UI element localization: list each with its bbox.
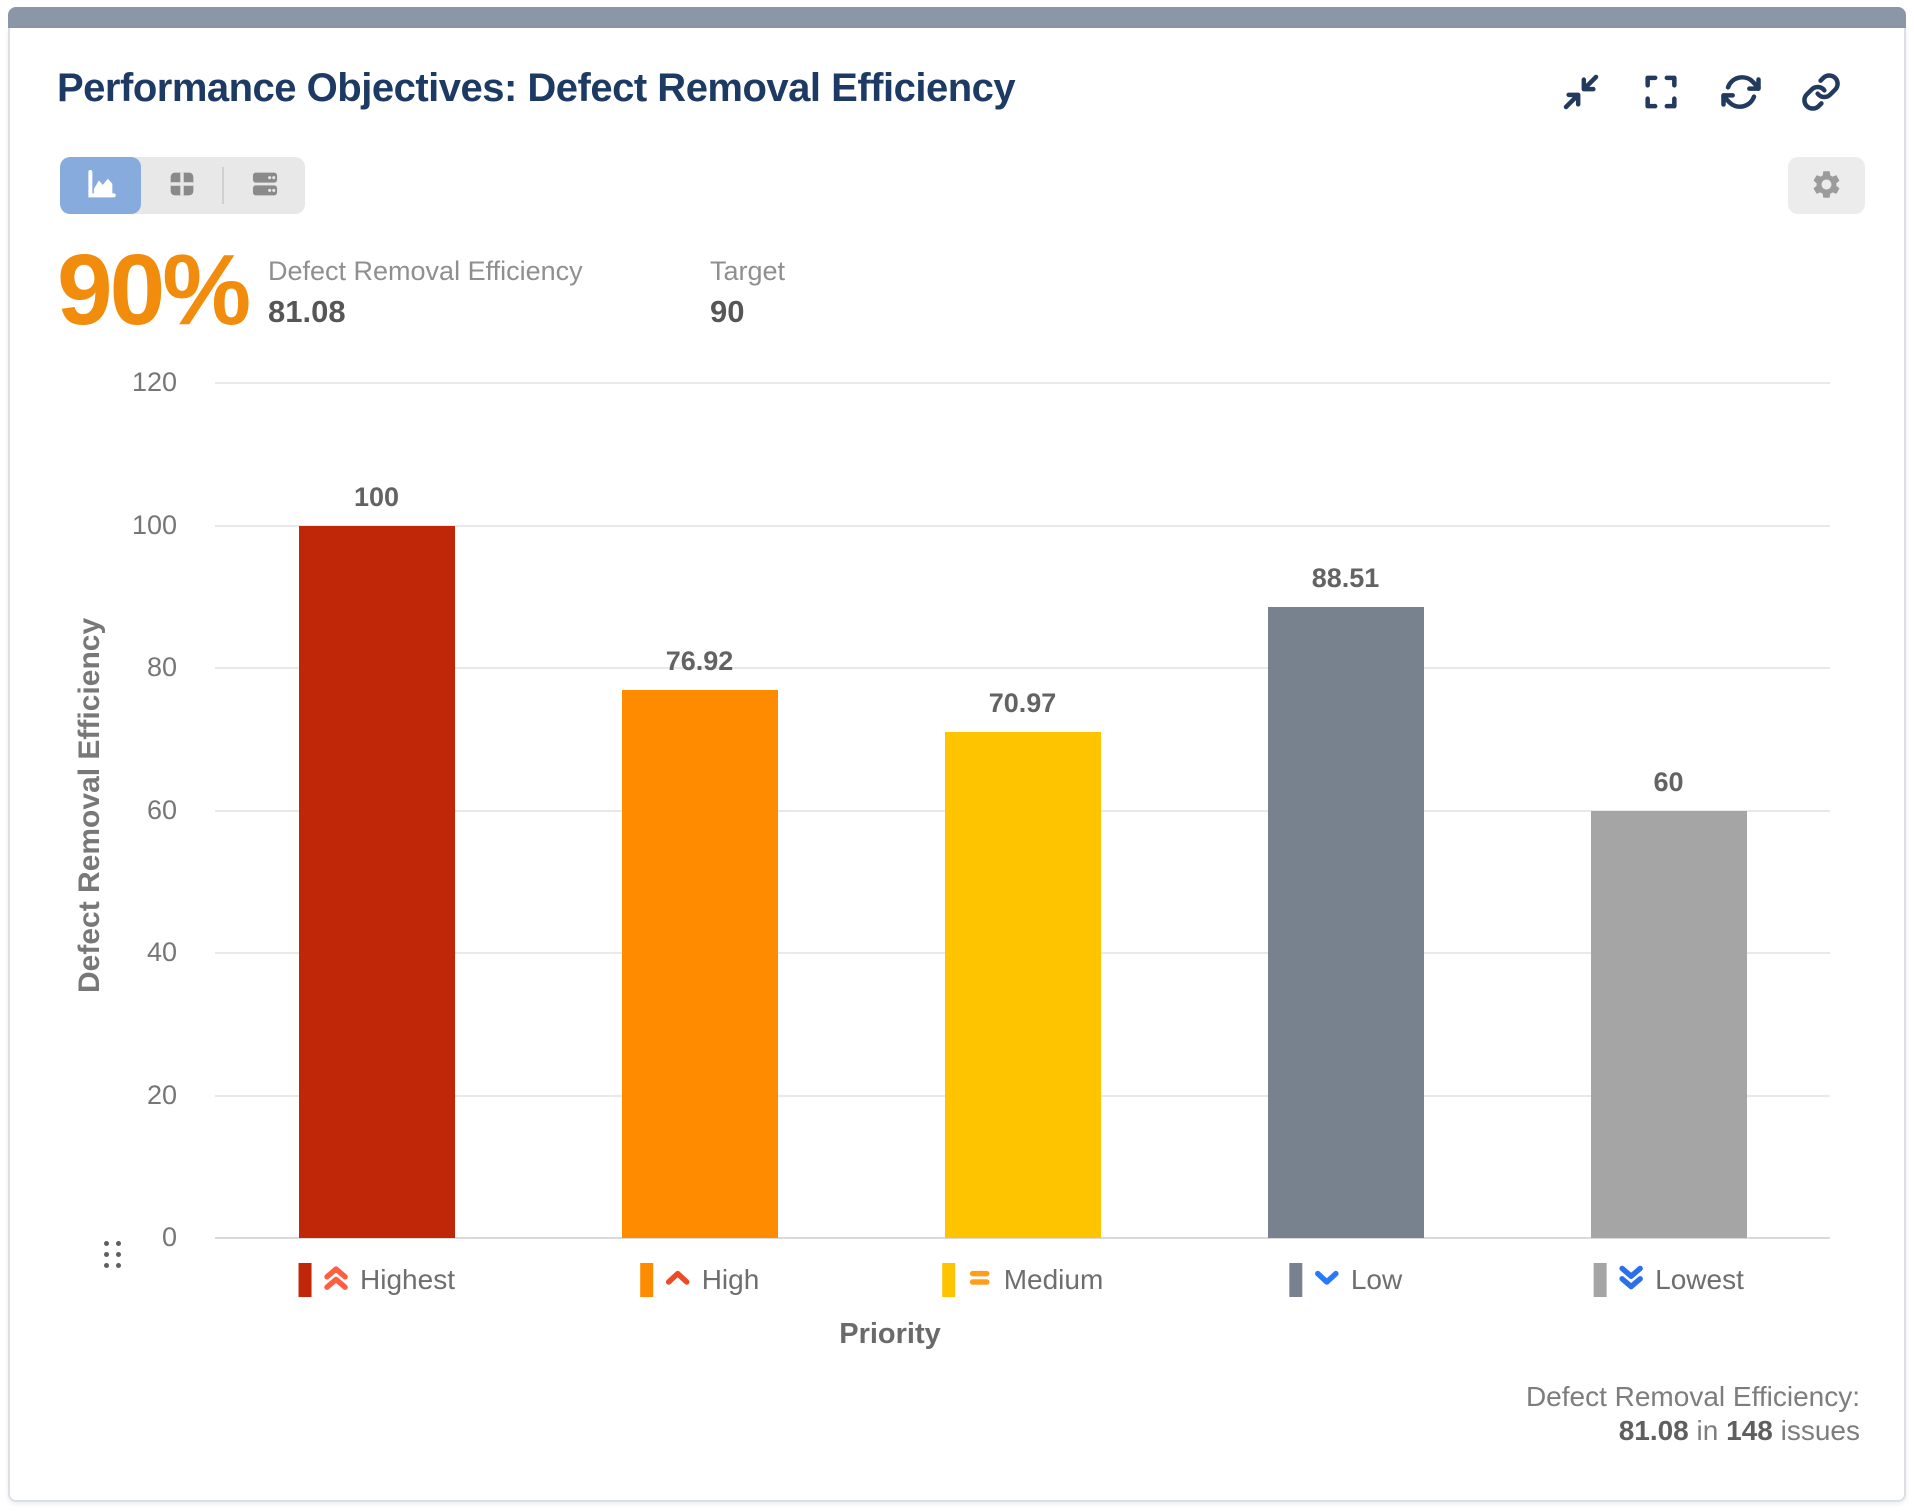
table-view-button[interactable] <box>141 157 222 214</box>
bar-low[interactable] <box>1267 607 1424 1238</box>
list-view-button[interactable] <box>224 157 305 214</box>
x-category-low: Low <box>1288 1260 1403 1300</box>
x-category-lowest: Lowest <box>1593 1260 1744 1300</box>
gridline <box>215 524 1830 527</box>
series-color-swatch <box>941 1263 955 1297</box>
fullscreen-icon <box>1641 72 1681 115</box>
x-category-label: Medium <box>1003 1264 1104 1295</box>
gadget-card: Performance Objectives: Defect Removal E… <box>8 28 1906 1502</box>
x-category-label: Lowest <box>1655 1264 1744 1295</box>
y-tick-label: 120 <box>131 367 177 397</box>
link-button[interactable] <box>1797 70 1844 117</box>
kpi-metric-value: 81.08 <box>268 294 346 329</box>
bar-high[interactable] <box>621 689 778 1238</box>
series-color-swatch <box>639 1263 653 1297</box>
x-category-label: Low <box>1350 1264 1403 1295</box>
gadget-drag-handle[interactable] <box>104 1241 121 1269</box>
y-tick-label: 40 <box>146 937 177 967</box>
x-category-label: Highest <box>360 1264 455 1295</box>
gadget-color-strip <box>8 7 1906 28</box>
toolbar-divider <box>222 167 224 204</box>
bar-chart-icon <box>84 167 118 204</box>
y-tick-label: 60 <box>146 794 177 825</box>
kpi-target-label: Target <box>710 256 786 286</box>
kpi-target-value: 90 <box>710 294 745 329</box>
bar-highest[interactable] <box>298 525 455 1238</box>
collapse-button[interactable] <box>1557 70 1604 117</box>
x-category-highest: Highest <box>298 1260 455 1300</box>
y-axis-title: Defect Removal Efficiency <box>73 617 106 993</box>
summary-connector: in <box>1696 1415 1719 1446</box>
refresh-button[interactable] <box>1717 70 1764 117</box>
bar-medium[interactable] <box>944 732 1101 1238</box>
summary-suffix: issues <box>1780 1415 1860 1446</box>
priority-low-icon <box>1311 1262 1342 1298</box>
fullscreen-button[interactable] <box>1637 70 1684 117</box>
bar-value-label: 88.51 <box>1311 563 1380 594</box>
refresh-icon <box>1720 72 1761 115</box>
kpi-percent: 90% <box>57 234 251 346</box>
kpi-target: Target 90 <box>710 256 785 330</box>
summary-count: 148 <box>1726 1415 1773 1446</box>
chart-view-button[interactable] <box>60 157 141 214</box>
gridline <box>215 382 1830 384</box>
priority-lowest-icon <box>1615 1262 1646 1298</box>
x-axis-title: Priority <box>839 1318 941 1350</box>
gridline <box>215 1237 1830 1239</box>
bar-value-label: 100 <box>353 481 400 512</box>
y-tick-label: 100 <box>131 509 177 540</box>
gadget-settings-button[interactable] <box>1788 157 1865 214</box>
y-tick-label: 0 <box>161 1222 177 1252</box>
priority-high-icon <box>662 1262 693 1298</box>
summary-values: 81.08 in 148 issues <box>1526 1414 1860 1448</box>
x-category-high: High <box>639 1260 760 1300</box>
priority-highest-icon <box>320 1262 351 1298</box>
x-category-medium: Medium <box>941 1260 1104 1300</box>
bar-lowest[interactable] <box>1590 810 1747 1238</box>
gadget-title: Performance Objectives: Defect Removal E… <box>57 66 1016 110</box>
link-icon <box>1801 72 1841 115</box>
chart-summary: Defect Removal Efficiency: 81.08 in 148 … <box>1526 1380 1860 1448</box>
summary-value: 81.08 <box>1618 1415 1689 1446</box>
list-rows-icon <box>248 167 282 204</box>
collapse-icon <box>1561 72 1601 115</box>
table-icon <box>165 167 199 204</box>
y-tick-label: 20 <box>146 1079 177 1110</box>
bar-value-label: 76.92 <box>665 645 734 676</box>
series-color-swatch <box>298 1263 312 1297</box>
y-tick-label: 80 <box>146 652 177 682</box>
gridline <box>215 667 1830 669</box>
view-switcher <box>60 157 305 214</box>
series-color-swatch <box>1288 1263 1302 1297</box>
kpi-metric: Defect Removal Efficiency 81.08 <box>268 256 583 330</box>
priority-medium-icon <box>964 1262 995 1298</box>
gear-icon <box>1810 168 1843 204</box>
bar-value-label: 70.97 <box>988 688 1057 719</box>
kpi-metric-label: Defect Removal Efficiency <box>268 256 583 286</box>
x-category-label: High <box>701 1264 760 1295</box>
dashboard-gadget: Performance Objectives: Defect Removal E… <box>8 7 1906 1502</box>
summary-label: Defect Removal Efficiency: <box>1525 1381 1860 1412</box>
bar-value-label: 60 <box>1653 766 1684 797</box>
gadget-header-actions <box>1557 70 1844 117</box>
series-color-swatch <box>1593 1263 1607 1297</box>
